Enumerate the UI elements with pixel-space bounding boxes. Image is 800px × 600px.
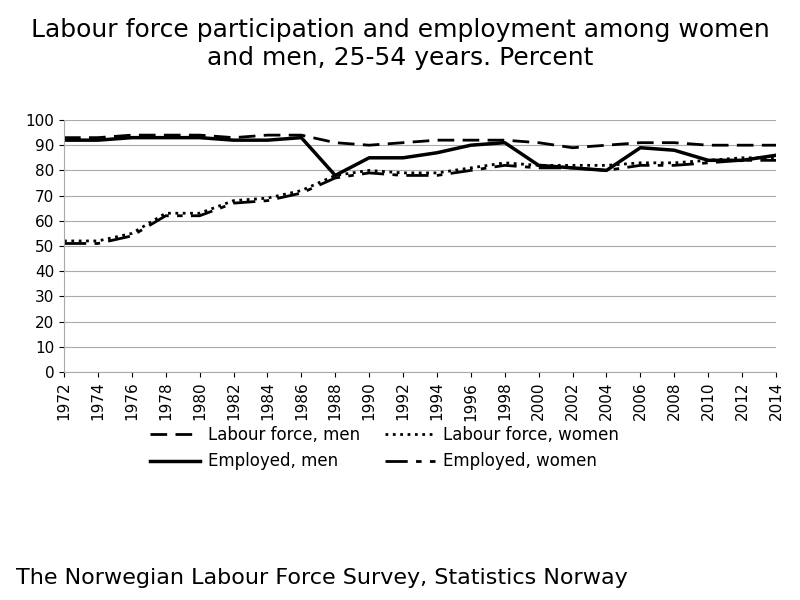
- Line: Employed, men: Employed, men: [64, 137, 776, 175]
- Legend: Labour force, men, Employed, men, Labour force, women, Employed, women: Labour force, men, Employed, men, Labour…: [143, 419, 626, 477]
- Labour force, women: [297, 187, 306, 194]
- Labour force, women: [771, 154, 781, 161]
- Employed, men: [534, 162, 543, 169]
- Labour force, men: [398, 139, 408, 146]
- Labour force, men: [262, 131, 272, 139]
- Labour force, men: [534, 139, 543, 146]
- Employed, women: [432, 172, 442, 179]
- Labour force, women: [466, 164, 476, 172]
- Employed, men: [670, 146, 679, 154]
- Labour force, women: [59, 238, 69, 245]
- Labour force, men: [195, 131, 205, 139]
- Labour force, women: [602, 162, 611, 169]
- Employed, men: [229, 137, 238, 144]
- Employed, women: [93, 240, 102, 247]
- Employed, women: [703, 159, 713, 166]
- Labour force, women: [127, 230, 137, 237]
- Labour force, men: [127, 131, 137, 139]
- Employed, women: [568, 164, 578, 172]
- Labour force, women: [670, 159, 679, 166]
- Labour force, women: [398, 169, 408, 176]
- Employed, women: [364, 169, 374, 176]
- Employed, women: [602, 167, 611, 174]
- Labour force, women: [330, 172, 340, 179]
- Labour force, men: [297, 131, 306, 139]
- Employed, men: [364, 154, 374, 161]
- Employed, men: [771, 152, 781, 159]
- Labour force, men: [364, 142, 374, 149]
- Labour force, women: [161, 209, 170, 217]
- Employed, men: [500, 139, 510, 146]
- Employed, men: [738, 157, 747, 164]
- Employed, women: [500, 162, 510, 169]
- Labour force, men: [330, 139, 340, 146]
- Employed, women: [297, 190, 306, 197]
- Employed, men: [262, 137, 272, 144]
- Line: Labour force, men: Labour force, men: [64, 135, 776, 148]
- Labour force, women: [262, 194, 272, 202]
- Labour force, men: [670, 139, 679, 146]
- Labour force, men: [602, 142, 611, 149]
- Employed, women: [262, 197, 272, 204]
- Employed, women: [534, 164, 543, 172]
- Labour force, men: [703, 142, 713, 149]
- Labour force, men: [500, 137, 510, 144]
- Employed, men: [161, 134, 170, 141]
- Line: Employed, women: Employed, women: [64, 160, 776, 244]
- Labour force, women: [635, 159, 645, 166]
- Employed, women: [670, 162, 679, 169]
- Labour force, women: [432, 169, 442, 176]
- Labour force, men: [161, 131, 170, 139]
- Employed, men: [93, 137, 102, 144]
- Employed, women: [229, 200, 238, 207]
- Employed, men: [297, 134, 306, 141]
- Labour force, women: [93, 238, 102, 245]
- Employed, men: [602, 167, 611, 174]
- Employed, men: [59, 137, 69, 144]
- Labour force, women: [229, 197, 238, 204]
- Labour force, men: [229, 134, 238, 141]
- Employed, men: [398, 154, 408, 161]
- Labour force, women: [195, 209, 205, 217]
- Employed, women: [195, 212, 205, 220]
- Employed, men: [703, 157, 713, 164]
- Labour force, women: [500, 159, 510, 166]
- Employed, women: [59, 240, 69, 247]
- Employed, women: [738, 157, 747, 164]
- Employed, women: [127, 232, 137, 239]
- Labour force, men: [93, 134, 102, 141]
- Employed, men: [635, 144, 645, 151]
- Employed, women: [161, 212, 170, 220]
- Labour force, men: [771, 142, 781, 149]
- Labour force, men: [738, 142, 747, 149]
- Employed, men: [568, 164, 578, 172]
- Labour force, women: [534, 162, 543, 169]
- Employed, men: [432, 149, 442, 157]
- Labour force, men: [59, 134, 69, 141]
- Employed, men: [127, 134, 137, 141]
- Employed, women: [466, 167, 476, 174]
- Labour force, women: [703, 157, 713, 164]
- Text: The Norwegian Labour Force Survey, Statistics Norway: The Norwegian Labour Force Survey, Stati…: [16, 568, 628, 588]
- Labour force, women: [738, 154, 747, 161]
- Employed, men: [330, 172, 340, 179]
- Employed, women: [398, 172, 408, 179]
- Labour force, men: [635, 139, 645, 146]
- Labour force, women: [364, 167, 374, 174]
- Employed, women: [635, 162, 645, 169]
- Text: Labour force participation and employment among women
and men, 25-54 years. Perc: Labour force participation and employmen…: [30, 18, 770, 70]
- Line: Labour force, women: Labour force, women: [64, 158, 776, 241]
- Employed, women: [330, 175, 340, 182]
- Labour force, men: [432, 137, 442, 144]
- Employed, women: [771, 157, 781, 164]
- Labour force, women: [568, 162, 578, 169]
- Labour force, men: [466, 137, 476, 144]
- Employed, men: [466, 142, 476, 149]
- Labour force, men: [568, 144, 578, 151]
- Employed, men: [195, 134, 205, 141]
